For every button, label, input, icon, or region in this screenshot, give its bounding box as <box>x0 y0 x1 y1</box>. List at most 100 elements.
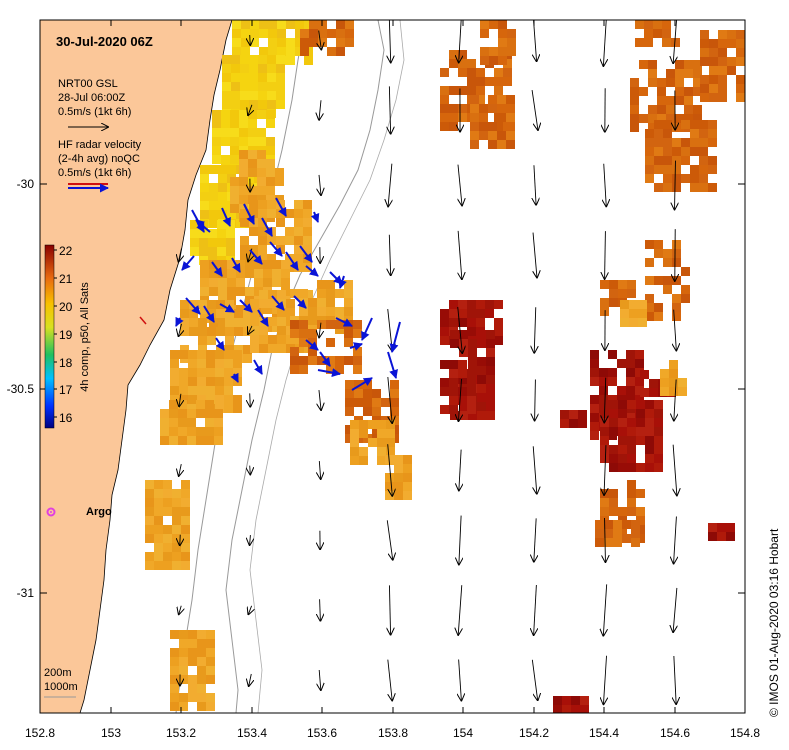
sst-pixel <box>286 38 295 47</box>
sst-pixel <box>394 473 403 482</box>
radar-arrow <box>389 321 401 353</box>
sst-pixel <box>630 114 639 123</box>
sst-pixel <box>736 84 745 93</box>
sst-pixel <box>263 260 272 269</box>
sst-pixel <box>736 93 745 102</box>
sst-pixel <box>669 387 678 396</box>
sst-pixel <box>618 289 627 298</box>
radar-arrow <box>338 275 347 289</box>
sst-pixel <box>403 473 412 482</box>
sst-pixel <box>636 400 645 409</box>
sst-pixel <box>335 325 344 334</box>
model-arrow <box>319 174 321 195</box>
sst-pixel <box>250 317 259 326</box>
model-arrow <box>249 673 252 686</box>
sst-pixel <box>639 87 648 96</box>
sst-pixel <box>394 455 403 464</box>
radar-arrow <box>215 337 225 351</box>
sst-pixel <box>317 280 326 289</box>
model-arrow <box>604 163 607 207</box>
sst-pixel <box>239 195 248 204</box>
sst-pixel <box>225 327 234 336</box>
sst-pixel <box>240 218 249 227</box>
sst-pixel <box>257 195 266 204</box>
sst-pixel <box>172 561 181 570</box>
sst-pixel <box>617 395 626 404</box>
sst-pixel <box>181 489 190 498</box>
sst-pixel <box>275 177 284 186</box>
sst-pixel <box>221 155 230 164</box>
sst-pixel <box>736 39 745 48</box>
sst-pixel <box>476 318 485 327</box>
sst-pixel <box>708 523 717 532</box>
sst-pixel <box>179 630 188 639</box>
sst-pixel <box>249 55 258 64</box>
sst-pixel <box>709 84 718 93</box>
sst-pixel <box>226 238 235 247</box>
sst-pixel <box>681 174 690 183</box>
sst-pixel <box>477 393 486 402</box>
sst-pixel <box>459 402 468 411</box>
radar-arrow <box>211 261 223 277</box>
sst-pixel <box>218 210 227 219</box>
sst-pixel <box>188 377 197 386</box>
sst-pixel <box>609 418 618 427</box>
model-arrow <box>250 34 251 45</box>
sst-pixel <box>654 240 663 249</box>
sst-pixel <box>239 110 248 119</box>
sst-pixel <box>630 96 639 105</box>
sst-pixel <box>498 47 507 56</box>
sst-pixel <box>595 538 604 547</box>
sst-pixel <box>672 240 681 249</box>
model-arrow <box>319 30 322 50</box>
sst-pixel <box>277 290 286 299</box>
model-arrow <box>459 659 462 701</box>
sst-pixel <box>290 356 299 365</box>
sst-pixel <box>693 60 702 69</box>
sst-pixel <box>449 50 458 59</box>
sst-pixel <box>232 38 241 47</box>
sst-pixel <box>188 368 197 377</box>
sst-pixel <box>277 344 286 353</box>
sst-pixel <box>553 696 562 705</box>
sst-pixel <box>258 100 267 109</box>
sst-pixel <box>188 350 197 359</box>
sst-pixel <box>648 114 657 123</box>
sst-pixel <box>638 309 647 318</box>
x-axis-labels: 152.8 153 153.2 153.4 153.6 153.8 154 15… <box>25 726 760 740</box>
sst-pixel <box>386 429 395 438</box>
sst-pixel <box>268 299 277 308</box>
sst-pixel <box>226 247 235 256</box>
sst-pixel <box>627 489 636 498</box>
sst-pixel <box>215 377 224 386</box>
sst-pixel <box>308 307 317 316</box>
sst-pixel <box>644 20 653 29</box>
sst-pixel <box>233 359 242 368</box>
radar-arrow <box>257 309 269 327</box>
sst-pixel <box>181 507 190 516</box>
sst-pixel <box>344 289 353 298</box>
colorbar-tick-label: 19 <box>59 328 73 342</box>
sst-pixel <box>276 55 285 64</box>
sst-pixel <box>326 320 335 329</box>
sst-pixel <box>277 308 286 317</box>
sst-pixel <box>681 156 690 165</box>
sst-pixel <box>217 238 226 247</box>
sst-pixel <box>449 378 458 387</box>
sst-pixel <box>257 177 266 186</box>
sst-pixel <box>308 329 317 338</box>
sst-pixel <box>476 77 485 86</box>
sst-pixel <box>232 20 241 29</box>
sst-pixel <box>700 57 709 66</box>
sst-pixel <box>189 318 198 327</box>
sst-pixel <box>245 174 254 183</box>
sst-pixel <box>458 300 467 309</box>
sst-pixel <box>618 418 627 427</box>
sst-pixel <box>468 357 477 366</box>
sst-pixel <box>636 436 645 445</box>
sst-pixel <box>618 409 627 418</box>
sst-pixel <box>700 39 709 48</box>
sst-pixel <box>649 379 658 388</box>
sst-pixel <box>467 300 476 309</box>
sst-pixel <box>645 418 654 427</box>
